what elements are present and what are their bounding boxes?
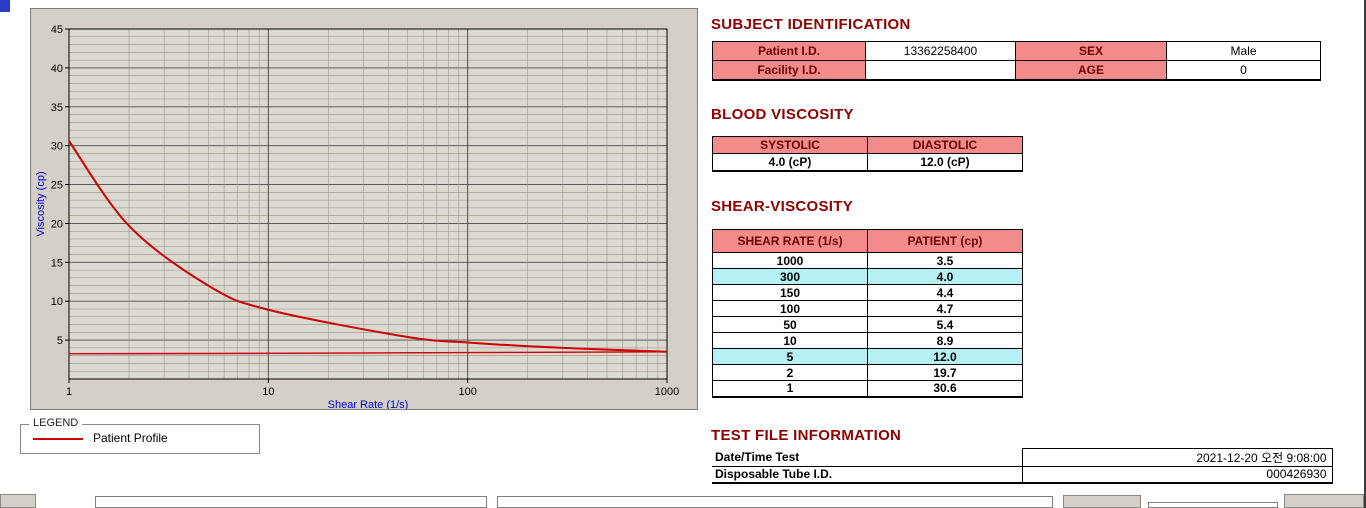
svg-text:40: 40 xyxy=(51,63,63,75)
chart-panel: 5 10 15 20 25 30 35 40 45 1 10 100 1000 Shear Rate (1… xyxy=(30,8,698,410)
shear-rate: 100 xyxy=(712,300,868,317)
svg-text:Shear Rate (1/s): Shear Rate (1/s) xyxy=(328,399,409,409)
table-row: Facility I.D. AGE 0 xyxy=(712,60,1321,81)
legend-series-label: Patient Profile xyxy=(93,431,168,445)
shear-value: 8.9 xyxy=(867,332,1023,349)
field-label: AGE xyxy=(1015,60,1167,81)
bottom-button-fragment[interactable] xyxy=(1284,494,1364,508)
shear-row: 2 19.7 xyxy=(712,364,1023,381)
table-row: Patient I.D. 13362258400 SEX Male xyxy=(712,41,1321,61)
shear-row: 150 4.4 xyxy=(712,284,1023,301)
shear-row: 10 8.9 xyxy=(712,332,1023,349)
svg-text:1: 1 xyxy=(66,386,72,398)
shear-rate: 2 xyxy=(712,364,868,381)
table-row: Disposable Tube I.D. 000426930 xyxy=(712,466,1333,484)
field-value: 4.0 (cP) xyxy=(712,153,868,172)
legend-line-sample xyxy=(33,438,83,440)
viscosity-chart-svg: 5 10 15 20 25 30 35 40 45 1 10 100 1000 Shear Rate (1… xyxy=(31,9,697,409)
blood-viscosity-title: BLOOD VISCOSITY xyxy=(711,106,854,123)
field-value: 2021-12-20 오전 9:08:00 xyxy=(1021,448,1333,467)
field-value: 000426930 xyxy=(1021,466,1333,484)
shear-rate: 1000 xyxy=(712,252,868,269)
test-file-information-table: Date/Time Test 2021-12-20 오전 9:08:00 Dis… xyxy=(712,448,1333,484)
shear-value: 4.7 xyxy=(867,300,1023,317)
shear-row-highlighted: 300 4.0 xyxy=(712,268,1023,285)
bottom-field-fragment[interactable] xyxy=(497,496,1053,508)
shear-value: 4.0 xyxy=(867,268,1023,285)
field-label: Disposable Tube I.D. xyxy=(712,466,1022,484)
shear-rate: 150 xyxy=(712,284,868,301)
svg-text:100: 100 xyxy=(458,386,476,398)
bottom-field-fragment[interactable] xyxy=(1148,502,1278,508)
shear-value: 19.7 xyxy=(867,364,1023,381)
svg-text:10: 10 xyxy=(262,386,274,398)
window-corner-fragment xyxy=(0,0,10,12)
shear-rate: 50 xyxy=(712,316,868,333)
shear-row: 1 30.6 xyxy=(712,380,1023,398)
column-header: PATIENT (cp) xyxy=(867,229,1023,253)
blood-viscosity-table: SYSTOLIC DIASTOLIC 4.0 (cP) 12.0 (cP) xyxy=(712,136,1023,172)
svg-text:Viscosity (cp): Viscosity (cp) xyxy=(35,171,47,236)
field-value: 12.0 (cP) xyxy=(867,153,1023,172)
shear-row: 50 5.4 xyxy=(712,316,1023,333)
column-header: DIASTOLIC xyxy=(867,136,1023,154)
field-label: Date/Time Test xyxy=(712,448,1022,467)
shear-row-highlighted: 5 12.0 xyxy=(712,348,1023,365)
shear-value: 30.6 xyxy=(867,380,1023,398)
shear-rate: 300 xyxy=(712,268,868,285)
bottom-button-fragment[interactable] xyxy=(0,494,36,508)
table-row: SHEAR RATE (1/s) PATIENT (cp) xyxy=(712,229,1023,253)
shear-value: 5.4 xyxy=(867,316,1023,333)
field-value: Male xyxy=(1166,41,1321,61)
bottom-button-fragment[interactable] xyxy=(1063,495,1141,508)
field-label: Facility I.D. xyxy=(712,60,866,81)
subject-identification-table: Patient I.D. 13362258400 SEX Male Facili… xyxy=(712,41,1321,81)
svg-text:15: 15 xyxy=(51,257,63,269)
shear-row: 100 4.7 xyxy=(712,300,1023,317)
svg-text:30: 30 xyxy=(51,141,63,153)
column-header: SHEAR RATE (1/s) xyxy=(712,229,868,253)
svg-text:10: 10 xyxy=(51,296,63,308)
test-file-information-title: TEST FILE INFORMATION xyxy=(711,427,902,444)
field-value: 0 xyxy=(1166,60,1321,81)
shear-rate: 10 xyxy=(712,332,868,349)
svg-text:20: 20 xyxy=(51,218,63,230)
table-row: Date/Time Test 2021-12-20 오전 9:08:00 xyxy=(712,448,1333,467)
shear-viscosity-title: SHEAR-VISCOSITY xyxy=(711,198,854,215)
subject-identification-title: SUBJECT IDENTIFICATION xyxy=(711,16,911,33)
shear-value: 12.0 xyxy=(867,348,1023,365)
svg-text:1000: 1000 xyxy=(655,386,679,398)
column-header: SYSTOLIC xyxy=(712,136,868,154)
table-row: SYSTOLIC DIASTOLIC xyxy=(712,136,1023,154)
table-row: 4.0 (cP) 12.0 (cP) xyxy=(712,153,1023,172)
field-value: 13362258400 xyxy=(865,41,1016,61)
shear-rate: 5 xyxy=(712,348,868,365)
legend-title: LEGEND xyxy=(29,417,83,429)
shear-row: 1000 3.5 xyxy=(712,252,1023,269)
svg-text:45: 45 xyxy=(51,24,63,36)
shear-rate: 1 xyxy=(712,380,868,398)
svg-text:5: 5 xyxy=(57,335,63,347)
svg-text:25: 25 xyxy=(51,180,63,192)
field-label: Patient I.D. xyxy=(712,41,866,61)
bottom-field-fragment[interactable] xyxy=(95,496,487,508)
svg-text:35: 35 xyxy=(51,102,63,114)
legend-box: LEGEND Patient Profile xyxy=(20,417,260,454)
field-value xyxy=(865,60,1016,81)
viscosity-chart: 5 10 15 20 25 30 35 40 45 1 10 100 1000 Shear Rate (1… xyxy=(31,9,697,409)
field-label: SEX xyxy=(1015,41,1167,61)
shear-value: 3.5 xyxy=(867,252,1023,269)
shear-viscosity-table: SHEAR RATE (1/s) PATIENT (cp) 1000 3.5 3… xyxy=(712,229,1023,398)
shear-value: 4.4 xyxy=(867,284,1023,301)
